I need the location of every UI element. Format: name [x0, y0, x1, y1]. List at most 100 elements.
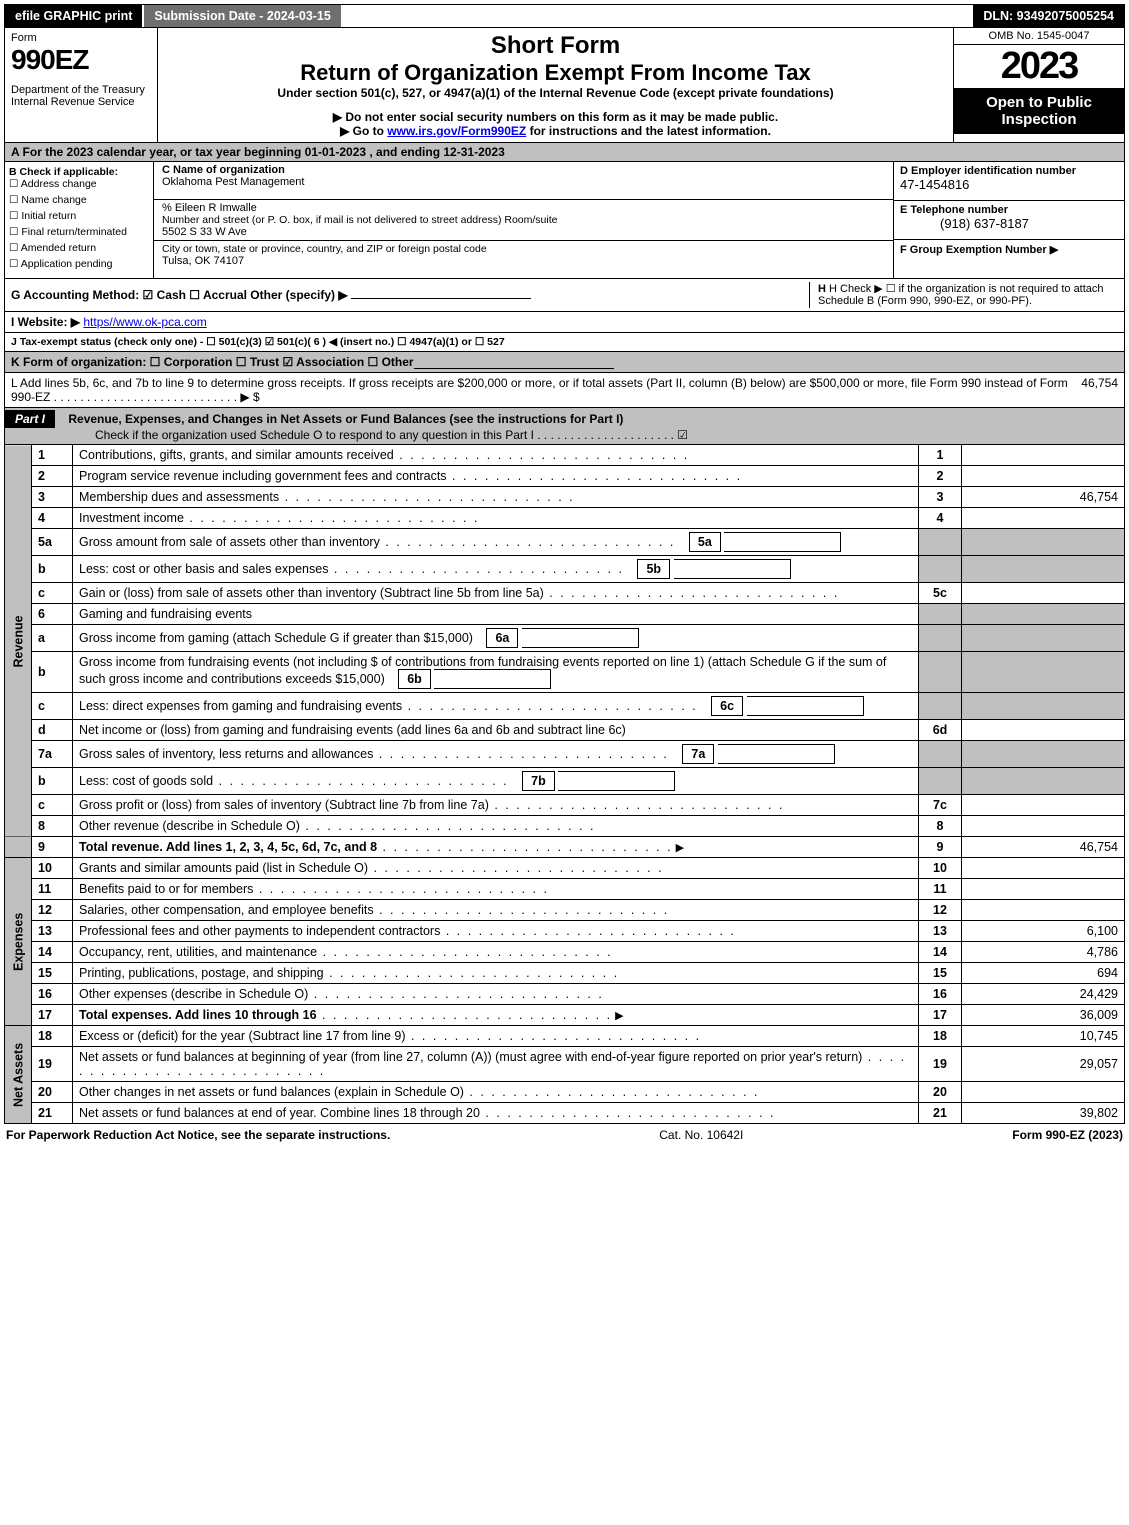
table-row: 21Net assets or fund balances at end of …: [5, 1103, 1125, 1124]
row-h-schedule-b: H H Check ▶ ☐ if the organization is not…: [809, 282, 1118, 308]
submission-date-button[interactable]: Submission Date - 2024-03-15: [144, 5, 342, 27]
row-i-website: I Website: ▶ https//www.ok-pca.com: [4, 312, 1125, 333]
footer-mid: Cat. No. 10642I: [659, 1128, 743, 1142]
table-row: 14Occupancy, rent, utilities, and mainte…: [5, 942, 1125, 963]
website-link[interactable]: https//www.ok-pca.com: [83, 315, 206, 329]
col-c-org-info: C Name of organization Oklahoma Pest Man…: [154, 162, 894, 278]
inspection-label: Open to Public Inspection: [954, 88, 1124, 134]
table-row: a Gross income from gaming (attach Sched…: [5, 625, 1125, 652]
col-d-numbers: D Employer identification number 47-1454…: [894, 162, 1124, 278]
table-row: 19Net assets or fund balances at beginni…: [5, 1047, 1125, 1082]
line-9-value: 46,754: [962, 837, 1125, 858]
part-1-header: Part I Revenue, Expenses, and Changes in…: [4, 408, 1125, 445]
ein-label: D Employer identification number: [900, 165, 1076, 177]
cb-name-change[interactable]: ☐ Name change: [9, 194, 149, 206]
row-l-gross-receipts: L Add lines 5b, 6c, and 7b to line 9 to …: [4, 373, 1125, 408]
cb-initial-return[interactable]: ☐ Initial return: [9, 210, 149, 222]
line-13-value: 6,100: [962, 921, 1125, 942]
table-row: 4Investment income4: [5, 508, 1125, 529]
addr-label: Number and street (or P. O. box, if mail…: [162, 214, 557, 226]
table-row: Net Assets 18Excess or (deficit) for the…: [5, 1026, 1125, 1047]
netassets-side-label: Net Assets: [5, 1026, 32, 1124]
part-1-badge: Part I: [5, 410, 55, 428]
dln-label: DLN: 93492075005254: [973, 5, 1124, 27]
street-address: 5502 S 33 W Ave: [162, 226, 247, 238]
table-row: b Less: cost or other basis and sales ex…: [5, 556, 1125, 583]
line-18-value: 10,745: [962, 1026, 1125, 1047]
lines-table: Revenue 1 Contributions, gifts, grants, …: [4, 445, 1125, 1124]
table-row: 8Other revenue (describe in Schedule O)8: [5, 816, 1125, 837]
table-row: Revenue 1 Contributions, gifts, grants, …: [5, 445, 1125, 466]
form-number: 990EZ: [11, 44, 151, 76]
table-row: Expenses 10Grants and similar amounts pa…: [5, 858, 1125, 879]
line-19-value: 29,057: [962, 1047, 1125, 1082]
line-16-value: 24,429: [962, 984, 1125, 1005]
line-21-value: 39,802: [962, 1103, 1125, 1124]
dept-label: Department of the Treasury Internal Reve…: [11, 84, 151, 108]
row-g-accounting: G Accounting Method: ☑ Cash ☐ Accrual Ot…: [4, 279, 1125, 312]
line-15-value: 694: [962, 963, 1125, 984]
col-b-heading: B Check if applicable:: [9, 166, 149, 178]
group-exemption-label: F Group Exemption Number ▶: [900, 244, 1058, 256]
table-row: 15Printing, publications, postage, and s…: [5, 963, 1125, 984]
table-row: 9Total revenue. Add lines 1, 2, 3, 4, 5c…: [5, 837, 1125, 858]
table-row: 5a Gross amount from sale of assets othe…: [5, 529, 1125, 556]
table-row: 17Total expenses. Add lines 10 through 1…: [5, 1005, 1125, 1026]
table-row: 2Program service revenue including gover…: [5, 466, 1125, 487]
cb-application-pending[interactable]: ☐ Application pending: [9, 258, 149, 270]
table-row: 11Benefits paid to or for members11: [5, 879, 1125, 900]
irs-link[interactable]: www.irs.gov/Form990EZ: [387, 124, 526, 138]
row-a-calendar-year: A For the 2023 calendar year, or tax yea…: [4, 143, 1125, 162]
line-3-value: 46,754: [962, 487, 1125, 508]
table-row: 20Other changes in net assets or fund ba…: [5, 1082, 1125, 1103]
cb-address-change[interactable]: ☐ Address change: [9, 178, 149, 190]
table-row: b Less: cost of goods sold 7b: [5, 768, 1125, 795]
form-subtitle-1: Under section 501(c), 527, or 4947(a)(1)…: [164, 86, 947, 100]
page-footer: For Paperwork Reduction Act Notice, see …: [4, 1124, 1125, 1142]
cb-final-return[interactable]: ☐ Final return/terminated: [9, 226, 149, 238]
col-b-checkboxes: B Check if applicable: ☐ Address change …: [5, 162, 154, 278]
top-bar: efile GRAPHIC print Submission Date - 20…: [4, 4, 1125, 28]
table-row: cGain or (loss) from sale of assets othe…: [5, 583, 1125, 604]
form-subtitle-3: ▶ Go to www.irs.gov/Form990EZ for instru…: [164, 124, 947, 138]
part-1-title: Revenue, Expenses, and Changes in Net As…: [58, 412, 623, 426]
short-form-label: Short Form: [164, 32, 947, 60]
line-17-value: 36,009: [962, 1005, 1125, 1026]
ein-value: 47-1454816: [900, 177, 969, 192]
city-state-zip: Tulsa, OK 74107: [162, 255, 244, 267]
care-of: % Eileen R Imwalle: [162, 202, 257, 214]
line-14-value: 4,786: [962, 942, 1125, 963]
footer-left: For Paperwork Reduction Act Notice, see …: [6, 1128, 390, 1142]
cb-amended-return[interactable]: ☐ Amended return: [9, 242, 149, 254]
table-row: cGross profit or (loss) from sales of in…: [5, 795, 1125, 816]
table-row: 16Other expenses (describe in Schedule O…: [5, 984, 1125, 1005]
form-subtitle-2: ▶ Do not enter social security numbers o…: [164, 110, 947, 124]
row-k-org-form: K Form of organization: ☐ Corporation ☐ …: [4, 352, 1125, 373]
accounting-method: G Accounting Method: ☑ Cash ☐ Accrual Ot…: [11, 288, 348, 302]
footer-right: Form 990-EZ (2023): [1012, 1128, 1123, 1142]
phone-value: (918) 637-8187: [900, 216, 1029, 231]
table-row: 7a Gross sales of inventory, less return…: [5, 741, 1125, 768]
form-word: Form: [11, 32, 151, 44]
efile-print-button[interactable]: efile GRAPHIC print: [5, 5, 144, 27]
table-row: 3Membership dues and assessments346,754: [5, 487, 1125, 508]
gross-receipts-amount: 46,754: [1081, 376, 1118, 404]
row-j-tax-status: J Tax-exempt status (check only one) - ☐…: [4, 333, 1125, 352]
org-name: Oklahoma Pest Management: [162, 176, 304, 188]
table-row: 6Gaming and fundraising events: [5, 604, 1125, 625]
expenses-side-label: Expenses: [5, 858, 32, 1026]
table-row: 12Salaries, other compensation, and empl…: [5, 900, 1125, 921]
c-label: C Name of organization: [162, 164, 285, 176]
identity-block: B Check if applicable: ☐ Address change …: [4, 162, 1125, 279]
table-row: 13Professional fees and other payments t…: [5, 921, 1125, 942]
omb-number: OMB No. 1545-0047: [954, 28, 1124, 45]
revenue-side-label: Revenue: [5, 445, 32, 837]
tax-year: 2023: [954, 45, 1124, 88]
city-label: City or town, state or province, country…: [162, 243, 487, 255]
phone-label: E Telephone number: [900, 204, 1008, 216]
table-row: dNet income or (loss) from gaming and fu…: [5, 720, 1125, 741]
table-row: b Gross income from fundraising events (…: [5, 652, 1125, 693]
form-title: Return of Organization Exempt From Incom…: [164, 60, 947, 86]
form-header: Form 990EZ Department of the Treasury In…: [4, 28, 1125, 143]
part-1-check: Check if the organization used Schedule …: [5, 428, 1124, 442]
